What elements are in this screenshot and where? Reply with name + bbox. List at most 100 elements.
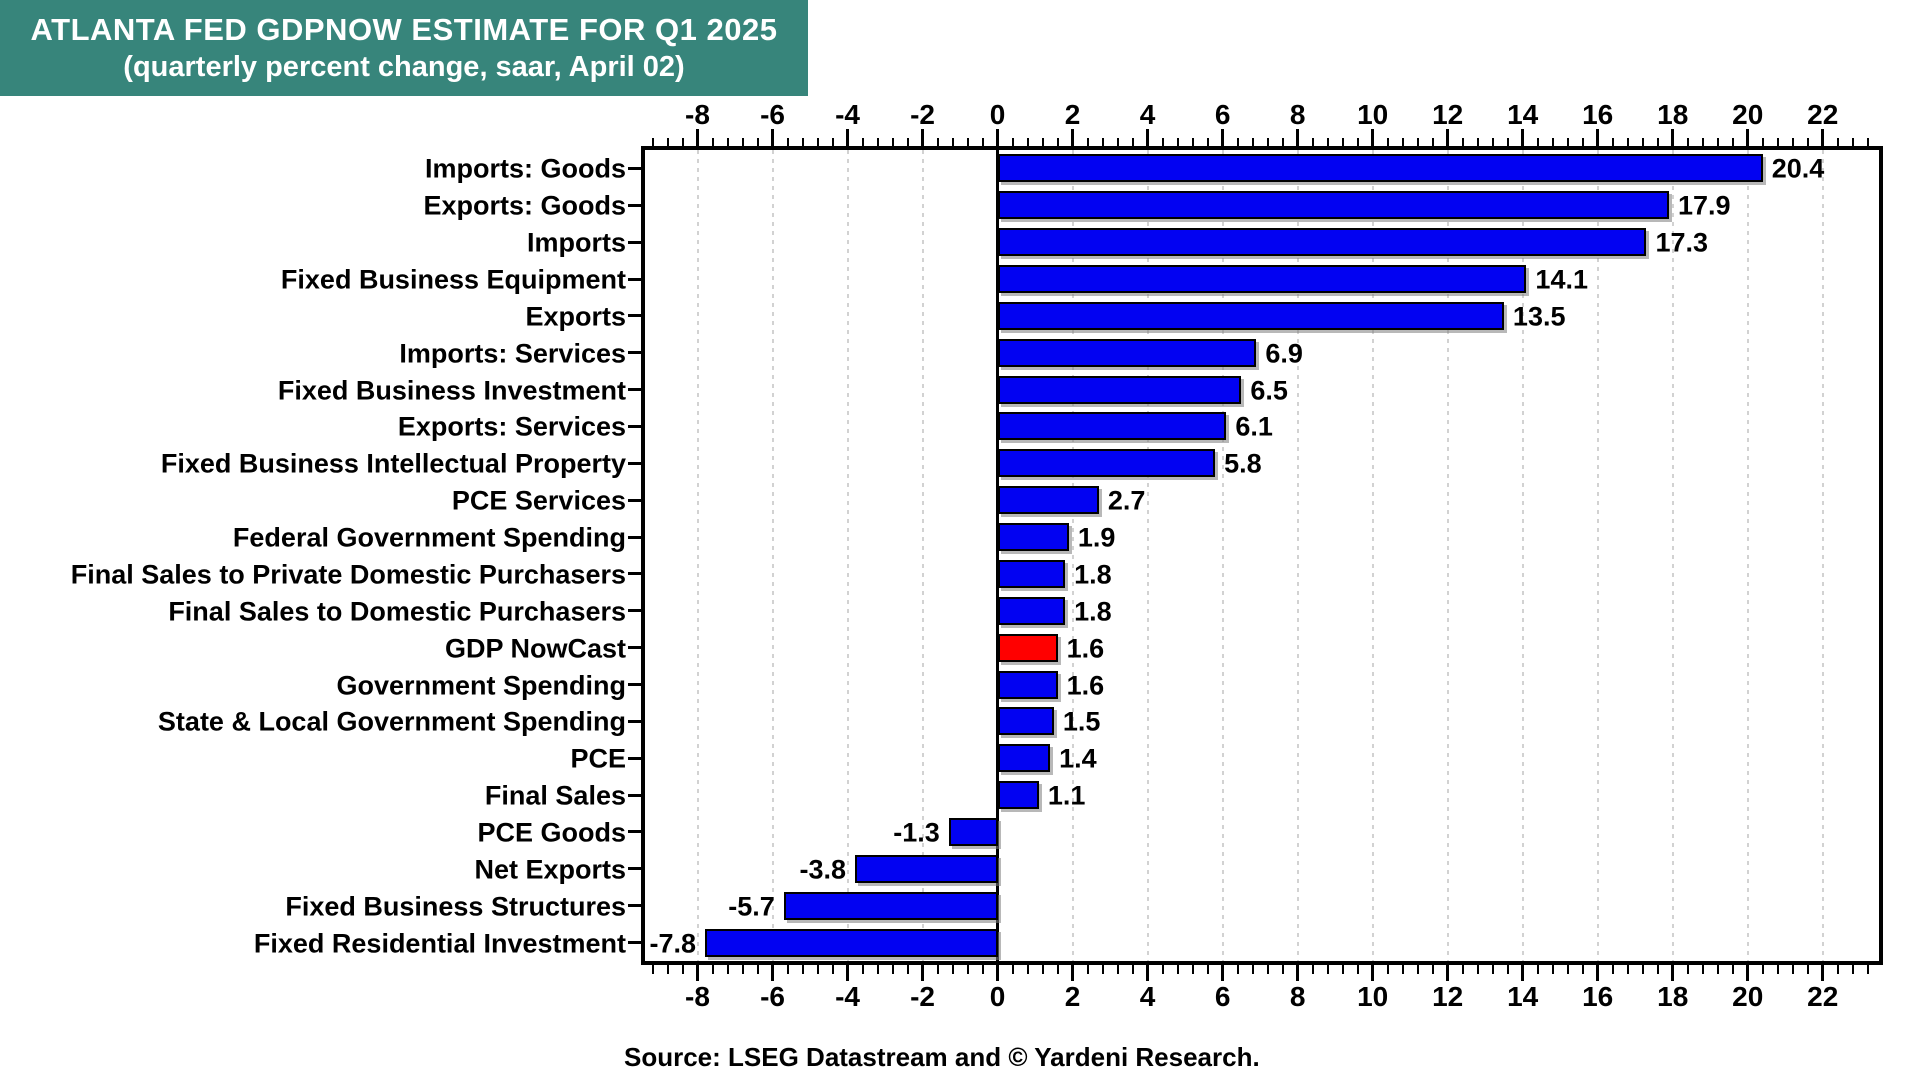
x-minor-tick-bottom [1236,965,1239,974]
x-major-tick-bottom [1371,965,1375,981]
x-minor-tick-top [1041,138,1044,146]
x-major-tick-top [1146,129,1150,146]
x-minor-tick-bottom [1581,965,1584,974]
bar-value-label: 20.4 [1771,153,1825,184]
x-major-tick-top [1071,129,1075,146]
x-minor-tick-bottom [876,965,879,974]
x-minor-tick-bottom [1716,965,1719,974]
x-minor-tick-bottom [1341,965,1344,974]
x-minor-tick-bottom [1701,965,1704,974]
x-tick-label-bottom: 16 [1582,981,1614,1012]
category-label: PCE Services [451,485,626,516]
bar [997,670,1058,699]
x-minor-tick-bottom [1536,965,1539,974]
bar-value-label: -3.8 [799,854,847,885]
bar [997,596,1066,625]
bar-value-label: -7.8 [649,928,696,959]
bar-value-label: 2.7 [1107,485,1146,516]
gridline [1671,150,1674,961]
x-minor-tick-top [1056,138,1059,146]
x-minor-tick-top [1281,138,1284,146]
x-major-tick-bottom [1296,965,1300,981]
bar-value-label: -5.7 [728,891,775,922]
x-minor-tick-bottom [1551,965,1554,974]
bar-value-label: 6.9 [1265,338,1303,369]
x-major-tick-top [1221,129,1225,146]
gridline [1221,150,1224,961]
x-minor-tick-top [1326,138,1329,146]
x-minor-tick-top [906,138,909,146]
category-tick [628,424,641,428]
bar [997,559,1066,588]
x-minor-tick-bottom [1356,965,1359,974]
bar-value-label: 5.8 [1224,448,1262,479]
bar [997,191,1669,220]
x-minor-tick-top [1836,138,1839,146]
x-minor-tick-bottom [1656,965,1659,974]
x-major-tick-bottom [1596,965,1600,981]
x-minor-tick-top [831,138,834,146]
x-minor-tick-top [1806,138,1809,146]
x-minor-tick-top [1416,138,1419,146]
x-tick-label-bottom: -8 [685,981,710,1012]
x-minor-tick-top [786,138,789,146]
x-tick-label-bottom: -6 [760,981,785,1012]
category-tick [628,461,641,465]
x-minor-tick-top [726,138,729,146]
category-label: Imports: Services [399,338,626,369]
bar-value-label: 1.6 [1066,633,1105,664]
gridline [846,150,849,961]
x-minor-tick-bottom [666,965,669,974]
gridline [1521,150,1524,961]
category-label: Imports: Goods [425,153,626,184]
x-minor-tick-bottom [1566,965,1569,974]
x-minor-tick-bottom [786,965,789,974]
category-label: Exports: Goods [423,190,626,221]
x-minor-tick-top [1641,138,1644,146]
x-minor-tick-bottom [1281,965,1284,974]
x-minor-tick-bottom [1431,965,1434,974]
category-label: Final Sales to Private Domestic Purchase… [70,559,626,590]
category-tick [628,535,641,539]
bar-value-label: 1.8 [1074,559,1112,590]
x-tick-label-bottom: 22 [1807,981,1839,1012]
x-tick-label-top: 8 [1289,99,1306,130]
x-minor-tick-bottom [1326,965,1329,974]
x-tick-label-bottom: 2 [1064,981,1081,1012]
x-tick-label-bottom: -4 [835,981,860,1012]
x-minor-tick-bottom [1386,965,1389,974]
x-minor-tick-top [1356,138,1359,146]
x-major-tick-top [996,129,1000,146]
x-minor-tick-bottom [816,965,819,974]
x-minor-tick-bottom [1416,965,1419,974]
bar-value-label: 1.1 [1047,780,1086,811]
x-minor-tick-top [1386,138,1389,146]
x-minor-tick-bottom [861,965,864,974]
category-tick [628,867,641,871]
category-tick [628,572,641,576]
x-major-tick-top [1746,129,1750,146]
x-minor-tick-bottom [951,965,954,974]
plot-area: 20.4 17.9 17.3 14.1 13.5 6.9 6.5 6.1 5.8 2.7 1.9 1.… [645,150,1879,961]
category-tick [628,314,641,318]
gridline [1821,150,1824,961]
bar [997,744,1051,773]
x-tick-label-bottom: 12 [1432,981,1464,1012]
x-minor-tick-top [711,138,714,146]
x-minor-tick-bottom [1116,965,1119,974]
bar-value-label: 1.5 [1062,706,1101,737]
gridline [1146,150,1149,961]
bar [997,523,1069,552]
x-minor-tick-top [1341,138,1344,146]
x-major-tick-bottom [1146,965,1150,981]
bar [997,265,1527,294]
x-minor-tick-top [1116,138,1119,146]
x-minor-tick-bottom [1176,965,1179,974]
x-minor-tick-top [1491,138,1494,146]
x-major-tick-top [771,129,775,146]
category-tick [628,203,641,207]
bar-value-label: 1.9 [1077,522,1116,553]
x-tick-label-bottom: 4 [1139,981,1156,1012]
bar [997,707,1054,736]
